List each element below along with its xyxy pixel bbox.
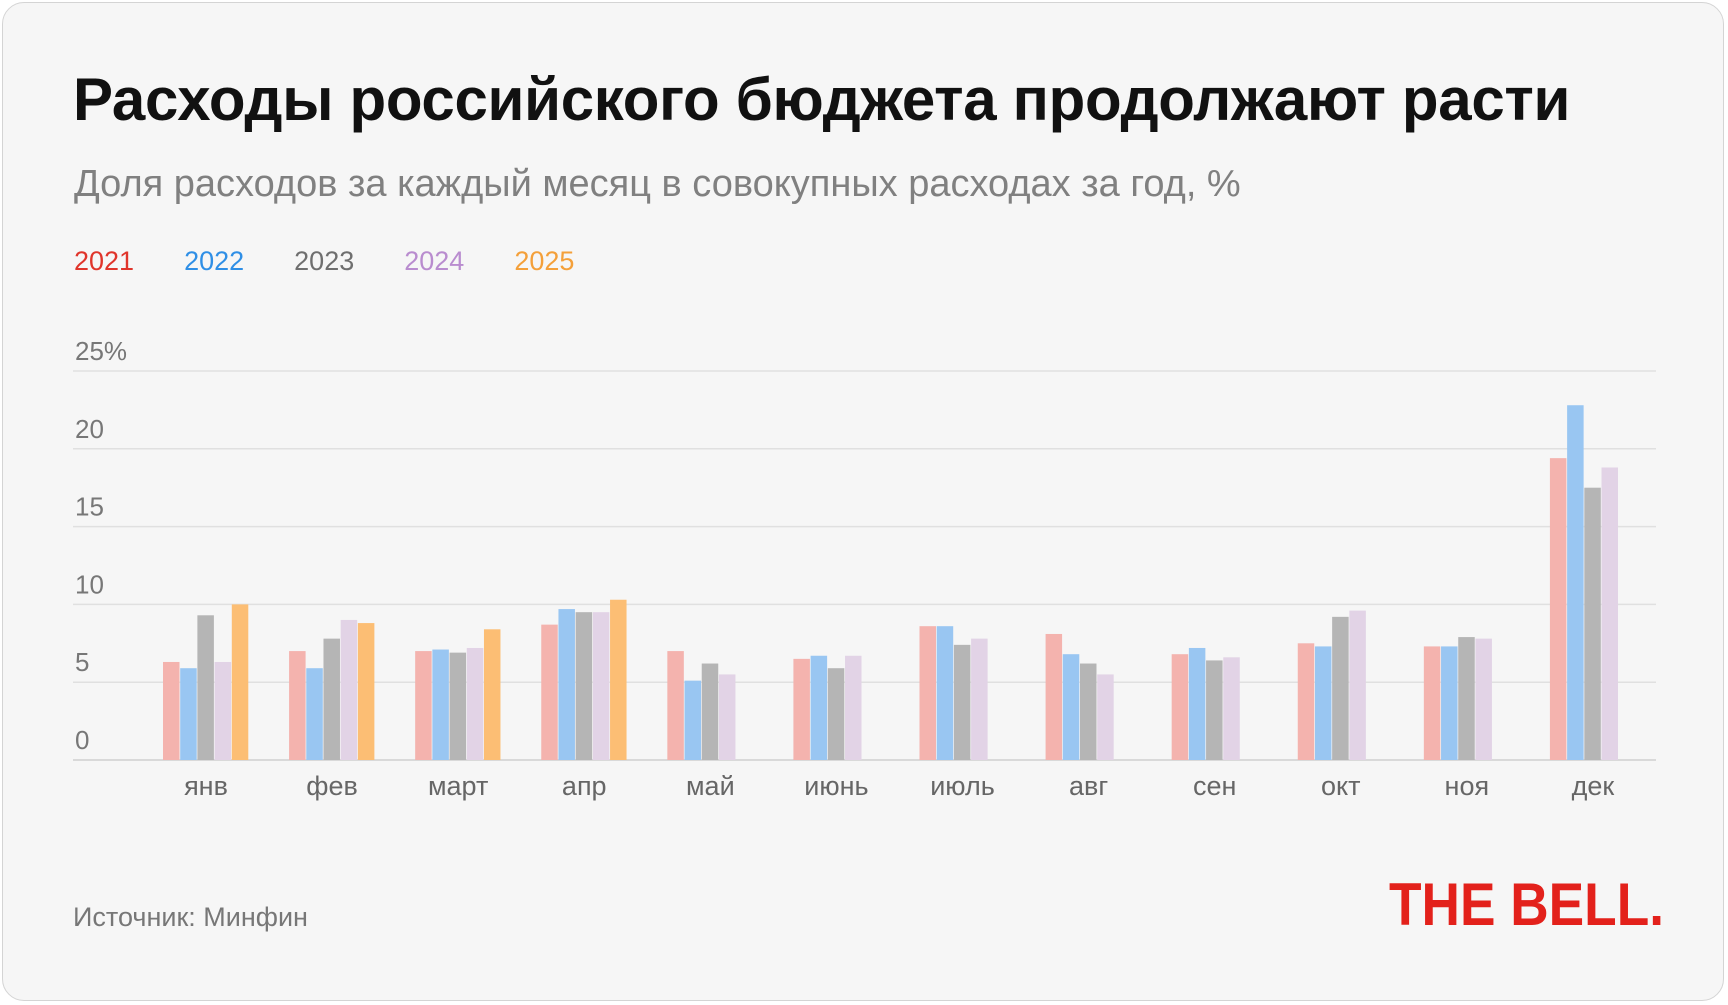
bar-2023-3: [575, 612, 593, 760]
x-tick-label: окт: [1321, 771, 1361, 801]
bar-2023-9: [1332, 616, 1349, 760]
bar-2021-11: [1549, 458, 1567, 760]
bar-2023-5: [827, 668, 845, 760]
bar-2021-9: [1297, 643, 1315, 760]
bar-2023-2: [449, 652, 467, 760]
x-tick-label: янв: [184, 771, 228, 801]
x-tick-label: июнь: [804, 771, 868, 801]
bar-2024-10: [1475, 638, 1492, 760]
bar-2023-7: [1079, 663, 1097, 760]
bar-2025-2: [483, 629, 501, 760]
bar-2021-6: [919, 626, 936, 760]
bar-2025-0: [231, 604, 249, 760]
bar-2022-4: [684, 680, 702, 760]
legend-item-2023: 2023: [294, 246, 355, 276]
bar-2022-2: [432, 649, 449, 760]
bar-2022-5: [810, 655, 828, 760]
bar-2023-8: [1206, 660, 1223, 760]
y-tick-label: 0: [75, 725, 89, 755]
bar-2023-0: [197, 615, 214, 760]
bar-2022-3: [558, 609, 575, 760]
bar-2021-8: [1171, 654, 1189, 760]
bar-2024-4: [718, 674, 736, 760]
the-bell-logo: THE BELL.: [1389, 873, 1664, 933]
bar-2022-0: [180, 668, 197, 760]
y-tick-label: 20: [75, 414, 104, 444]
y-tick-label: 10: [75, 569, 104, 599]
bar-2025-1: [357, 623, 375, 760]
bar-2021-10: [1423, 646, 1441, 760]
bar-2021-5: [793, 658, 810, 760]
bar-2021-0: [163, 661, 180, 760]
source-note: Источник: Минфин: [73, 902, 308, 932]
legend-item-2022: 2022: [184, 246, 245, 276]
x-tick-label: апр: [562, 771, 607, 801]
bar-2023-10: [1458, 637, 1475, 760]
bar-2022-10: [1441, 646, 1458, 760]
bar-2025-3: [610, 599, 627, 760]
legend: 2021 2022 2023 2024 2025: [74, 246, 624, 277]
bar-2023-11: [1584, 487, 1601, 760]
chart-subtitle: Доля расходов за каждый месяц в совокупн…: [74, 163, 1241, 205]
bar-2022-6: [936, 626, 954, 760]
bar-2022-8: [1188, 647, 1206, 760]
bar-2023-1: [323, 638, 340, 760]
y-tick-label: 5: [75, 647, 89, 677]
bar-2021-7: [1045, 633, 1063, 760]
bar-2023-4: [701, 663, 719, 760]
logo-wordmark: THE BELL.: [1389, 873, 1664, 933]
legend-item-2025: 2025: [514, 246, 575, 276]
bar-2021-1: [289, 651, 306, 760]
x-tick-label: ноя: [1445, 771, 1490, 801]
y-tick-label: 25%: [75, 336, 127, 366]
x-tick-label: фев: [306, 771, 358, 801]
x-tick-label: март: [428, 771, 488, 801]
bar-2022-1: [306, 668, 323, 760]
bar-chart: 0 5 10 15 20 25% янв фев март апр май июнь июль авг се…: [73, 336, 1656, 801]
bar-2024-11: [1601, 467, 1619, 760]
bar-2021-3: [541, 624, 558, 760]
bar-2022-7: [1062, 654, 1080, 760]
bar-2022-9: [1314, 646, 1332, 760]
x-tick-label: сен: [1193, 771, 1236, 801]
legend-item-2024: 2024: [404, 246, 465, 276]
chart-title: Расходы российского бюджета продолжают р…: [73, 66, 1571, 133]
legend-item-2021: 2021: [74, 246, 135, 276]
bar-2023-6: [953, 644, 971, 760]
bar-2021-4: [667, 651, 684, 760]
bar-2024-5: [845, 655, 862, 760]
x-tick-label: июль: [930, 771, 995, 801]
bar-2021-2: [415, 651, 432, 760]
bar-2024-1: [340, 619, 358, 760]
bar-2022-11: [1567, 405, 1584, 760]
bar-2024-2: [466, 647, 484, 760]
bar-2024-6: [971, 638, 988, 760]
bar-2024-7: [1097, 674, 1114, 760]
x-tick-label: дек: [1572, 771, 1615, 801]
x-tick-label: авг: [1069, 771, 1108, 801]
bar-2024-3: [592, 612, 610, 760]
x-tick-label: май: [686, 771, 735, 801]
bar-2024-8: [1223, 657, 1240, 760]
y-tick-label: 15: [75, 492, 104, 522]
bar-2024-0: [214, 661, 232, 760]
bar-2024-9: [1349, 610, 1366, 760]
